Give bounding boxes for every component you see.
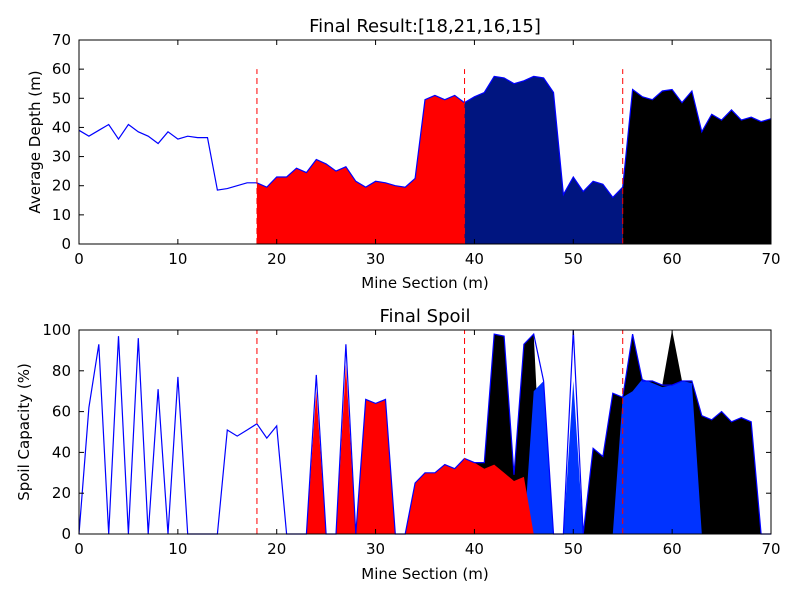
x-tick-label: 10: [168, 250, 187, 268]
x-tick-label: 20: [267, 250, 286, 268]
x-tick-label: 30: [366, 250, 385, 268]
x-tick-label: 70: [761, 540, 780, 558]
spoil-chart-frame: [78, 329, 772, 535]
y-tick-label: 80: [52, 362, 71, 380]
depth-chart-ticks: 0 10 20 30 40 50 60 70 0 10 20 30 40 50 60 70: [52, 31, 781, 268]
x-tick-label: 0: [74, 250, 84, 268]
x-tick-label: 70: [761, 250, 780, 268]
depth-fill-region-1: [464, 76, 623, 245]
y-tick-label: 70: [52, 31, 71, 49]
y-tick-label: 40: [52, 443, 71, 461]
y-tick-label: 10: [52, 206, 71, 224]
spoil-fill-region-2: [79, 364, 771, 534]
spoil-fill-region-1: [79, 379, 771, 534]
x-tick-label: 40: [465, 250, 484, 268]
y-tick-label: 40: [52, 118, 71, 136]
spoil-chart-ylabel: Spoil Capacity (%): [15, 363, 33, 501]
depth-series-line: [78, 75, 772, 199]
y-tick-label: 0: [61, 235, 71, 253]
y-tick-label: 60: [52, 403, 71, 421]
depth-chart-ylabel: Average Depth (m): [26, 70, 44, 213]
x-tick-label: 60: [663, 250, 682, 268]
depth-fill-region-2: [622, 89, 771, 244]
spoil-fill-region-0: [79, 330, 771, 534]
depth-chart-frame: [78, 39, 772, 245]
depth-fill-region-0: [256, 95, 465, 245]
x-tick-label: 30: [366, 540, 385, 558]
depth-chart-marks: [78, 69, 772, 245]
depth-chart-xlabel: Mine Section (m): [361, 274, 488, 292]
x-tick-label: 50: [564, 540, 583, 558]
x-tick-label: 50: [564, 250, 583, 268]
y-tick-label: 60: [52, 60, 71, 78]
x-tick-label: 60: [663, 540, 682, 558]
x-tick-label: 40: [465, 540, 484, 558]
y-tick-label: 30: [52, 148, 71, 166]
x-tick-label: 0: [74, 540, 84, 558]
spoil-chart-title: Final Spoil: [379, 306, 470, 327]
depth-chart: Final Result:[18,21,16,15] 0 10 20 30 40 50 60…: [26, 16, 781, 292]
spoil-chart-xlabel: Mine Section (m): [361, 565, 488, 583]
y-tick-label: 20: [52, 177, 71, 195]
depth-chart-title: Final Result:[18,21,16,15]: [309, 16, 541, 37]
x-tick-label: 20: [267, 540, 286, 558]
y-tick-label: 0: [61, 525, 71, 543]
x-tick-label: 10: [168, 540, 187, 558]
y-tick-label: 50: [52, 89, 71, 107]
spoil-chart: Final Spoil 0 10 20 30 40 50 60 70020406080100 …: [15, 306, 781, 583]
y-tick-label: 20: [52, 484, 71, 502]
y-tick-label: 100: [42, 321, 71, 339]
